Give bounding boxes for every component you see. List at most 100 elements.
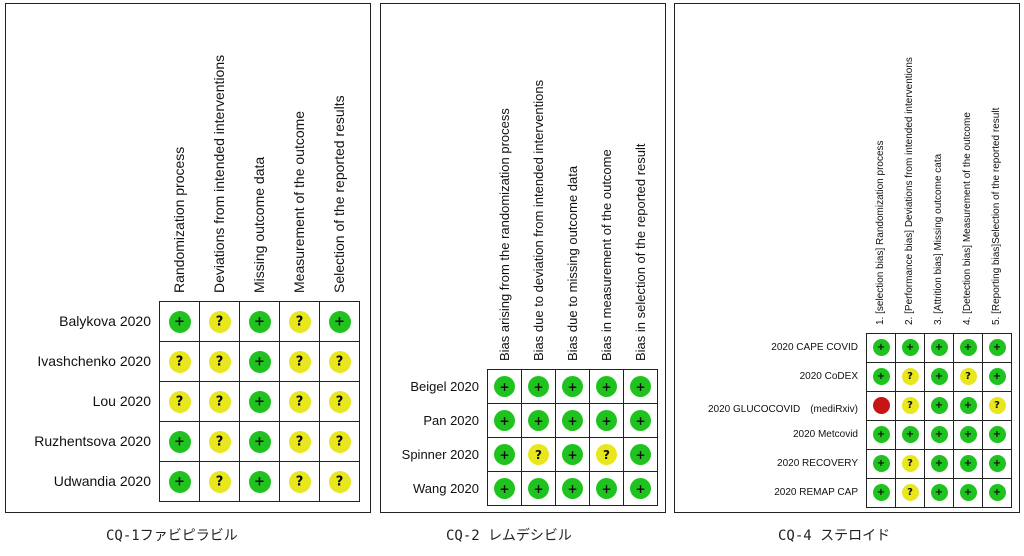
table-row: +? + + +: [866, 449, 1012, 479]
rating-cell: +: [982, 333, 1012, 363]
rating-cell: +: [866, 333, 896, 363]
domain-header: Bias in measurement of the outcome: [598, 149, 614, 361]
rating-cell: +: [924, 478, 954, 508]
risk-low-icon: +: [901, 339, 919, 357]
study-label: Wang 2020: [412, 480, 479, 496]
risk-unclear-icon: ?: [288, 310, 311, 333]
risk-unclear-icon: ?: [988, 397, 1006, 415]
risk-low-icon: +: [328, 310, 351, 333]
rating-cell: ?: [199, 341, 240, 382]
domain-header: Missing outcome data: [251, 156, 267, 293]
rating-cell: ?: [319, 341, 360, 382]
domain-header: Bias arising from the randomization proc…: [496, 108, 512, 361]
risk-low-icon: +: [248, 350, 271, 373]
table-row: + + + + +: [866, 333, 1012, 363]
table-row: +? +? +: [487, 437, 658, 472]
rating-cell: +: [487, 369, 522, 404]
risk-unclear-icon: ?: [328, 430, 351, 453]
rating-cell: +: [319, 301, 360, 342]
risk-low-icon: +: [959, 339, 977, 357]
rating-cell: +: [982, 420, 1012, 450]
rating-cell: ?: [895, 391, 925, 421]
rating-cell: +: [924, 391, 954, 421]
risk-unclear-icon: ?: [959, 368, 977, 386]
risk-low-icon: +: [872, 455, 890, 473]
risk-low-icon: +: [596, 478, 617, 499]
risk-low-icon: +: [630, 444, 651, 465]
risk-low-icon: +: [168, 310, 191, 333]
rating-cell: ?: [319, 381, 360, 422]
risk-low-icon: +: [596, 410, 617, 431]
rating-cell: +: [589, 471, 624, 506]
rating-cell: +: [521, 369, 556, 404]
rating-cell: +: [239, 461, 280, 502]
rating-cell: +: [623, 369, 658, 404]
risk-low-icon: +: [168, 470, 191, 493]
rating-cell: ?: [199, 301, 240, 342]
risk-low-icon: +: [988, 426, 1006, 444]
table-row: ?? +??: [159, 341, 360, 382]
risk-unclear-icon: ?: [901, 397, 919, 415]
risk-low-icon: +: [596, 376, 617, 397]
study-label: 2020 CoDEX: [799, 370, 858, 382]
rating-cell: ?: [159, 341, 200, 382]
rating-cell: +: [487, 403, 522, 438]
risk-low-icon: +: [988, 368, 1006, 386]
risk-high-icon: [872, 397, 890, 415]
table-row: +? +? +: [866, 362, 1012, 392]
table-row: + + + + +: [487, 403, 658, 438]
domain-header: 3. [Attrition bias] Missing outcome cata: [932, 153, 944, 325]
risk-low-icon: +: [562, 410, 583, 431]
rating-cell: +: [953, 391, 983, 421]
domain-header: 2. [Performance bias] Deviations from in…: [903, 57, 915, 325]
rating-cell: +: [555, 471, 590, 506]
rating-cell: ?: [521, 437, 556, 472]
domain-header: 1. [selection bias] Randomization proces…: [874, 140, 886, 325]
rating-cell: ?: [199, 421, 240, 462]
risk-unclear-icon: ?: [328, 390, 351, 413]
risk-unclear-icon: ?: [208, 390, 231, 413]
risk-low-icon: +: [930, 484, 948, 502]
rating-cell: +: [487, 437, 522, 472]
risk-low-icon: +: [959, 397, 977, 415]
rating-cell: +: [866, 449, 896, 479]
rating-cell: +: [487, 471, 522, 506]
risk-low-icon: +: [248, 310, 271, 333]
study-label: Pan 2020: [423, 412, 479, 428]
table-row: +? +??: [159, 421, 360, 462]
table-row: ?? +??: [159, 381, 360, 422]
table-row: +? +? +: [159, 301, 360, 342]
rating-cell: ?: [279, 301, 320, 342]
study-label: Ivashchenko 2020: [37, 353, 151, 369]
rating-cell: +: [866, 420, 896, 450]
risk-low-icon: +: [562, 376, 583, 397]
study-label: Beigel 2020: [410, 378, 479, 394]
rating-cell: +: [982, 478, 1012, 508]
risk-unclear-icon: ?: [901, 484, 919, 502]
rating-cell: +: [239, 381, 280, 422]
rating-cell: +: [924, 333, 954, 363]
rating-cell: ?: [895, 478, 925, 508]
domain-header: Selection of the reported results: [331, 95, 347, 293]
risk-low-icon: +: [959, 455, 977, 473]
risk-unclear-icon: ?: [168, 350, 191, 373]
rating-cell: ?: [982, 391, 1012, 421]
rating-cell: ?: [953, 362, 983, 392]
rating-cell: +: [953, 478, 983, 508]
risk-low-icon: +: [494, 376, 515, 397]
risk-low-icon: +: [959, 484, 977, 502]
rating-cell: +: [982, 362, 1012, 392]
table-row: + + + + +: [866, 420, 1012, 450]
risk-unclear-icon: ?: [596, 444, 617, 465]
risk-unclear-icon: ?: [328, 350, 351, 373]
risk-low-icon: +: [930, 339, 948, 357]
table-row: +? + + +: [866, 478, 1012, 508]
study-label: Udwandia 2020: [53, 473, 151, 489]
rating-cell: +: [953, 449, 983, 479]
domain-header: Measurement of the outcome: [291, 110, 307, 293]
domain-header: Bias due to missing outcome data: [564, 165, 580, 361]
domain-header: 4. [Detection bias] Measurement of the o…: [961, 112, 973, 325]
risk-low-icon: +: [930, 455, 948, 473]
risk-low-icon: +: [562, 478, 583, 499]
rating-cell: +: [555, 369, 590, 404]
